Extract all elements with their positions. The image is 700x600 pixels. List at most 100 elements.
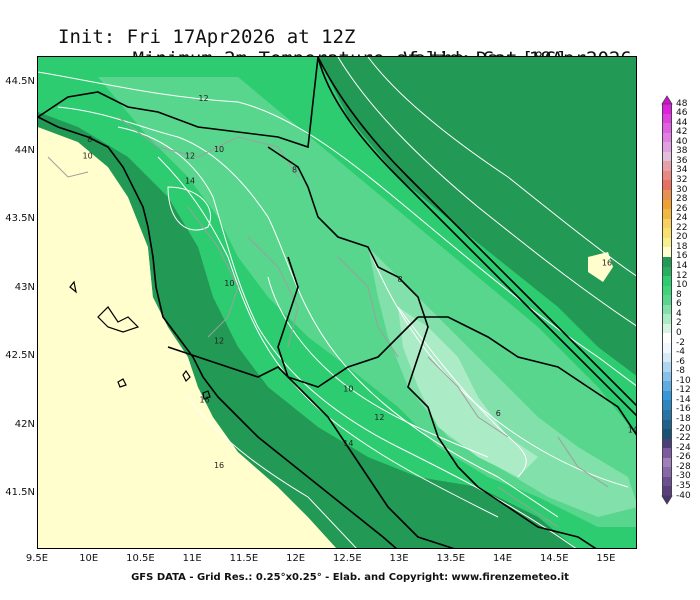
colorbar-segment — [662, 256, 672, 268]
colorbar-segment — [662, 352, 672, 363]
colorbar-segment — [662, 467, 672, 478]
lon-tick-label: 10E — [79, 553, 99, 564]
colorbar-tick-label: -40 — [676, 490, 691, 501]
colorbar-tick-label: 32 — [676, 174, 688, 185]
colorbar-segment — [662, 390, 672, 401]
colorbar-segment — [662, 438, 672, 449]
colorbar-segment — [662, 476, 672, 487]
colorbar-segment — [662, 381, 672, 392]
init-label: Init: Fri 17Apr2026 at 12Z — [58, 26, 356, 48]
colorbar-segment — [662, 276, 672, 287]
contour-label: 12 — [214, 336, 224, 345]
colorbar-bottom-arrow — [661, 495, 673, 505]
colorbar-tick-label: 16 — [676, 251, 688, 262]
colorbar-segment — [662, 237, 672, 248]
colorbar-tick-label: 42 — [676, 127, 688, 138]
colorbar-tick-label: 2 — [676, 318, 682, 329]
colorbar-segment — [662, 343, 672, 354]
colorbar-segment — [662, 180, 672, 191]
contour-label: 6 — [496, 409, 501, 418]
colorbar-tick-label: -18 — [676, 414, 691, 424]
colorbar-tick-label: 10 — [676, 280, 688, 291]
fill-coastal-band — [38, 112, 367, 548]
colorbar-tick-label: 18 — [676, 241, 688, 252]
colorbar-tick-label: 4 — [676, 308, 682, 319]
lat-tick-label: 43.5N — [5, 213, 35, 225]
contour-label: 12 — [374, 413, 384, 422]
colorbar-segment — [662, 161, 672, 172]
colorbar-segment — [662, 266, 672, 277]
colorbar-tick-label: -20 — [676, 423, 691, 434]
contour-label: 14 — [185, 176, 195, 185]
lon-tick-label: 14E — [492, 553, 513, 564]
lat-tick-label: 42N — [14, 418, 35, 430]
colorbar-tick-label: 8 — [676, 289, 682, 300]
colorbar-segment — [662, 151, 672, 162]
lon-tick-label: 11.5E — [229, 553, 259, 564]
colorbar-segment — [662, 448, 672, 459]
header-line-2: Minimum 2m Temperature of the Day [°C] — [0, 26, 700, 70]
lon-tick-label: 10.5E — [126, 553, 155, 564]
lat-tick-label: 44N — [14, 144, 35, 156]
colorbar-tick-label: -6 — [676, 356, 685, 367]
fill-pale-green — [368, 247, 636, 517]
lat-tick-label: 44.5N — [5, 76, 35, 88]
contour-label: 8 — [292, 165, 297, 174]
colorbar-tick-label: 38 — [676, 146, 688, 157]
colorbar-segment — [662, 247, 672, 258]
contour-label: 8 — [398, 275, 403, 284]
lon-tick-label: 11E — [182, 553, 202, 564]
region-borders — [38, 57, 636, 548]
colorbar-arrows — [661, 95, 673, 505]
colorbar-tick-label: -14 — [676, 394, 691, 405]
lat-tick-label: 43N — [14, 281, 35, 293]
contour-label: 10 — [83, 152, 93, 161]
colorbar-tick-label: 12 — [676, 270, 688, 281]
colorbar-tick-label: -12 — [676, 385, 691, 396]
colorbar-segment — [662, 285, 672, 296]
colorbar-tick-label: 22 — [676, 222, 688, 233]
colorbar-tick-label: -10 — [676, 375, 691, 386]
colorbar-tick-label: -30 — [676, 471, 691, 482]
colorbar-segment — [662, 113, 672, 124]
colorbar-segment — [662, 199, 672, 210]
contour-label: 8 — [87, 135, 92, 144]
colorbar-tick-label: 24 — [676, 213, 688, 224]
colorbar-segment — [662, 104, 672, 115]
colorbar-tick-label: 28 — [676, 194, 688, 205]
colorbar-tick-label: 46 — [676, 108, 688, 119]
colorbar-tick-label: 34 — [676, 165, 688, 176]
fill-very-pale — [398, 307, 538, 477]
colorbar-segment — [662, 228, 672, 239]
colorbar-tick-label: -16 — [676, 404, 691, 415]
contour-label: 10 — [343, 384, 353, 393]
colorbar-segment — [662, 486, 672, 497]
islands — [69, 280, 211, 400]
colorbar-tick-label: -26 — [676, 452, 691, 463]
colorbar-tick-label: 48 — [676, 98, 688, 109]
fill-ne-warm-patch — [588, 252, 613, 282]
colorbar-tick-label: 6 — [676, 299, 682, 310]
colorbar-top-arrow — [661, 95, 673, 105]
colorbar-tick-label: -22 — [676, 433, 691, 444]
contour-label: 12 — [198, 94, 208, 103]
temperature-map: 12 8 10 12 10 14 8 10 8 12 16 16 10 12 6 14 16 14 — [38, 57, 637, 548]
colorbar-segment — [662, 170, 672, 181]
colorbar-segment — [662, 400, 672, 411]
footer-credits: GFS DATA - Grid Res.: 0.25°x0.25° - Elab… — [131, 572, 569, 583]
colorbar-segment — [662, 323, 672, 334]
colorbar-segment — [662, 209, 672, 220]
contour-label: 14 — [628, 425, 637, 434]
contour-label: 12 — [185, 152, 195, 161]
colorbar-segment — [662, 123, 672, 134]
colorbar-segment — [662, 409, 672, 420]
lat-tick-label: 41.5N — [5, 487, 35, 499]
colorbar-tick-label: 36 — [676, 155, 688, 166]
colorbar-segment — [662, 362, 672, 373]
colorbar-tick-label: 44 — [676, 117, 688, 128]
colorbar-segment — [662, 295, 672, 306]
colorbar-tick-label: -4 — [676, 347, 685, 358]
colorbar-tick-label: 20 — [676, 232, 688, 243]
contour-label: 10 — [214, 145, 224, 154]
map-panel: 12 8 10 12 10 14 8 10 8 12 16 16 10 12 6 14 16 14 — [37, 56, 637, 549]
